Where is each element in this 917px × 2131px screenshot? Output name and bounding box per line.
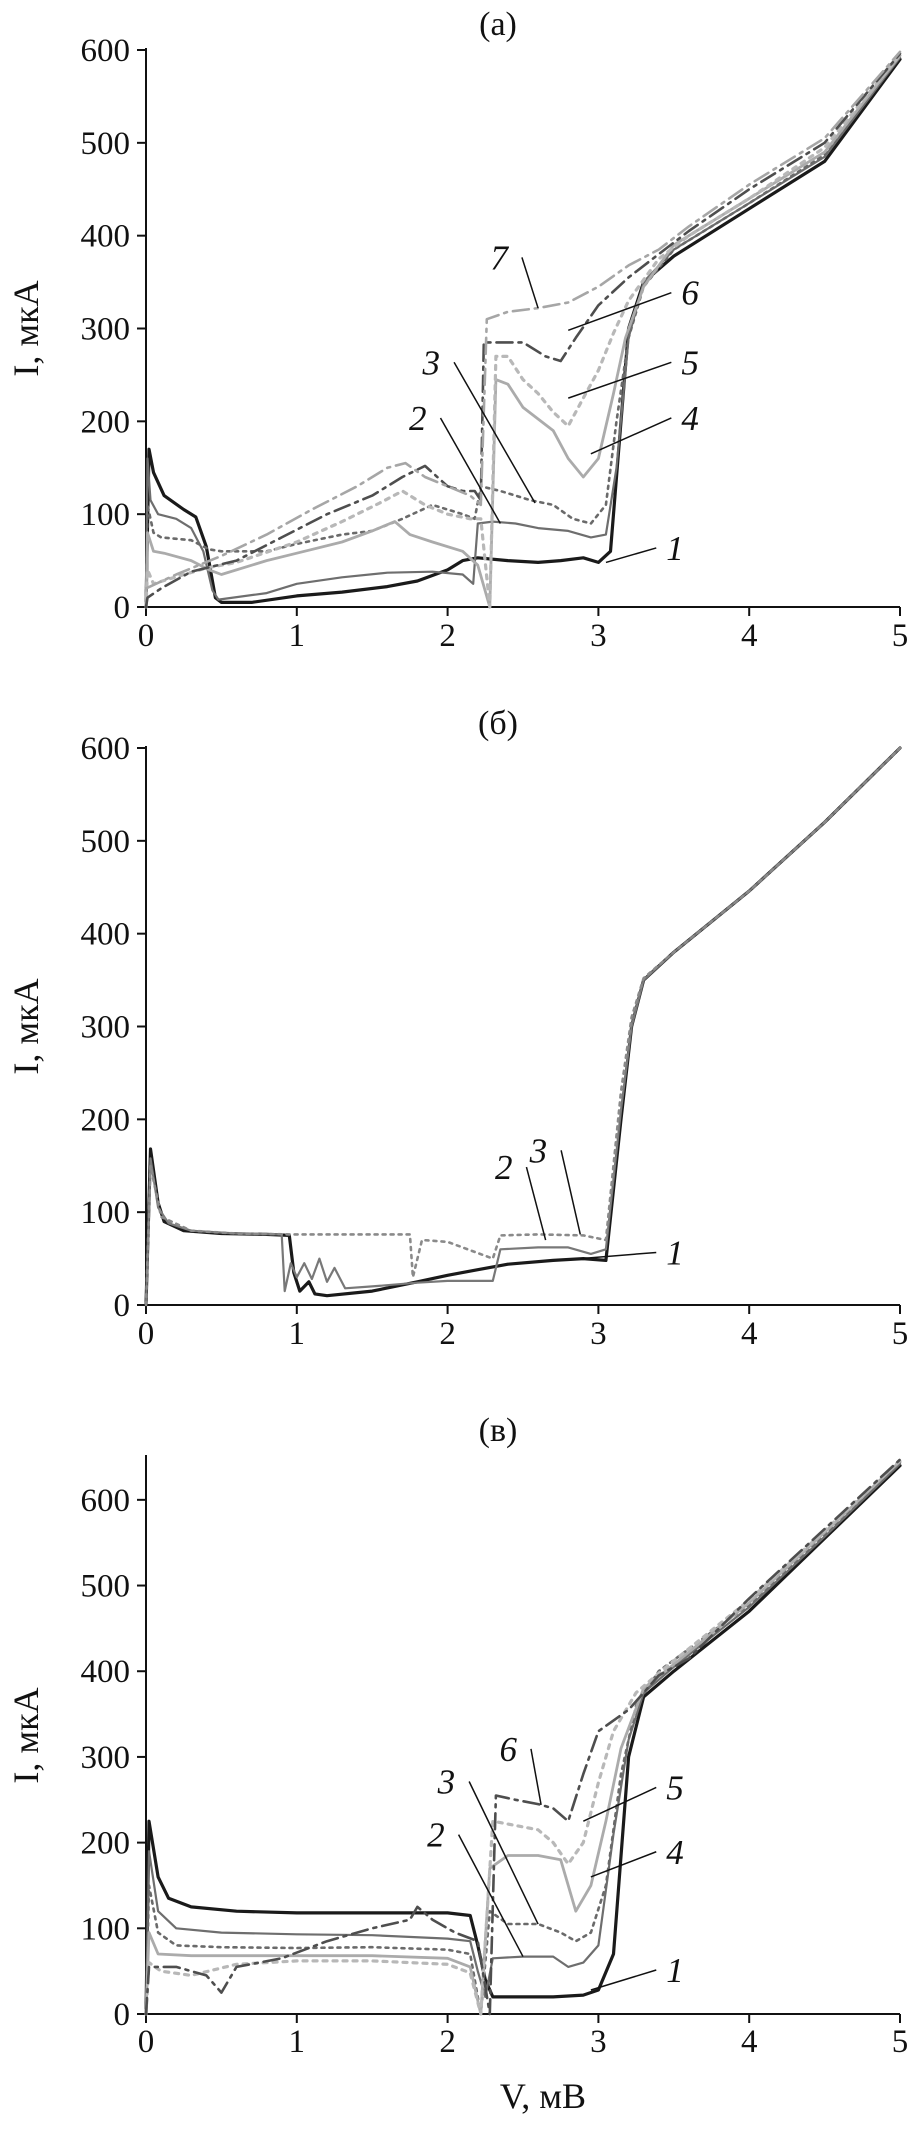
callout-label: 5 bbox=[681, 343, 699, 382]
y-tick-label: 500 bbox=[81, 1569, 131, 1605]
callout-label: 4 bbox=[681, 399, 699, 438]
chart-panel-3: (в) 0 100 200 300 400 500 600 0 1 2 3 4 5 I, мкА V, мВ 1… bbox=[6, 1412, 908, 2116]
series-line-6 bbox=[144, 1458, 902, 2016]
x-tick-label: 1 bbox=[289, 618, 306, 654]
y-tick-label: 100 bbox=[81, 1195, 131, 1231]
y-tick-label: 200 bbox=[81, 404, 131, 440]
y-tick-label: 400 bbox=[81, 1654, 131, 1690]
y-tick-label: 300 bbox=[81, 1010, 131, 1046]
x-tick-label: 4 bbox=[741, 2024, 758, 2060]
series-line-2 bbox=[144, 746, 902, 1307]
callout-label: 2 bbox=[409, 399, 427, 438]
y-tick-label: 500 bbox=[81, 126, 131, 162]
y-axis-label: I, мкА bbox=[6, 280, 46, 376]
y-tick-label: 600 bbox=[81, 33, 131, 69]
callout-label: 6 bbox=[681, 274, 699, 313]
x-tick-label: 0 bbox=[138, 2024, 155, 2060]
x-tick-label: 2 bbox=[439, 1316, 456, 1352]
x-tick-label: 3 bbox=[590, 618, 607, 654]
y-tick-label: 200 bbox=[81, 1826, 131, 1862]
callout-label: 5 bbox=[666, 1768, 684, 1807]
callout-label: 2 bbox=[427, 1816, 445, 1855]
y-tick-label: 300 bbox=[81, 1740, 131, 1776]
series-line-3 bbox=[144, 55, 902, 609]
callout-leader bbox=[560, 1150, 582, 1235]
callout-label: 1 bbox=[666, 1951, 684, 1990]
x-tick-label: 0 bbox=[138, 1316, 155, 1352]
x-tick-label: 3 bbox=[590, 1316, 607, 1352]
panel-label: (в) bbox=[479, 1412, 518, 1449]
y-tick-label: 200 bbox=[81, 1102, 131, 1138]
series-line-5 bbox=[144, 1458, 902, 2016]
callout-leader bbox=[468, 1781, 539, 1925]
callout-leader bbox=[590, 1969, 657, 1991]
series-line-3 bbox=[144, 1460, 902, 2016]
y-axis-label: I, мкА bbox=[6, 978, 46, 1074]
callout-leader bbox=[521, 257, 539, 309]
series-line-4 bbox=[144, 1459, 902, 2016]
callout-leader bbox=[525, 1166, 547, 1241]
series-line-1 bbox=[144, 746, 902, 1307]
y-axis-label: I, мкА bbox=[6, 1687, 46, 1783]
callout-leader bbox=[580, 1251, 657, 1260]
y-tick-label: 600 bbox=[81, 731, 131, 767]
callout-label: 1 bbox=[666, 529, 684, 568]
y-tick-label: 500 bbox=[81, 824, 131, 860]
y-tick-label: 400 bbox=[81, 917, 131, 953]
x-tick-label: 5 bbox=[892, 618, 909, 654]
callout-leader bbox=[590, 1851, 657, 1878]
callout-leader bbox=[567, 361, 672, 399]
panel-label: (а) bbox=[479, 6, 517, 43]
y-tick-label: 400 bbox=[81, 219, 131, 255]
callout-label: 3 bbox=[422, 343, 441, 382]
chart-panel-1: (а) 0 100 200 300 400 500 600 0 1 2 3 4 5 I, мкА 1 2 3 4 5 6… bbox=[6, 6, 908, 654]
callout-leader bbox=[567, 291, 672, 332]
y-tick-label: 0 bbox=[114, 1288, 131, 1324]
callout-label: 4 bbox=[666, 1833, 684, 1872]
callout-leader bbox=[605, 547, 657, 564]
y-tick-label: 0 bbox=[114, 1997, 131, 2033]
callout-leader bbox=[439, 417, 502, 524]
x-tick-label: 4 bbox=[741, 618, 758, 654]
x-tick-label: 5 bbox=[892, 1316, 909, 1352]
y-tick-label: 100 bbox=[81, 1911, 131, 1947]
callout-leader bbox=[590, 417, 672, 455]
callout-label: 3 bbox=[437, 1762, 456, 1801]
series-line-7 bbox=[144, 50, 902, 590]
panel-label: (б) bbox=[478, 705, 518, 742]
x-axis-label: V, мВ bbox=[500, 2076, 586, 2116]
callout-label: 6 bbox=[499, 1730, 517, 1769]
callout-label: 7 bbox=[490, 238, 509, 277]
x-tick-label: 2 bbox=[439, 2024, 456, 2060]
series-line-3 bbox=[144, 746, 902, 1307]
x-tick-label: 1 bbox=[289, 1316, 306, 1352]
series-line-5 bbox=[144, 53, 902, 609]
y-tick-label: 600 bbox=[81, 1483, 131, 1519]
callout-label: 3 bbox=[529, 1131, 548, 1170]
y-tick-label: 0 bbox=[114, 590, 131, 626]
x-tick-label: 2 bbox=[439, 618, 456, 654]
x-tick-label: 0 bbox=[138, 618, 155, 654]
y-tick-label: 300 bbox=[81, 312, 131, 348]
x-tick-label: 5 bbox=[892, 2024, 909, 2060]
series-line-2 bbox=[144, 56, 902, 609]
y-tick-label: 100 bbox=[81, 497, 131, 533]
callout-label: 1 bbox=[666, 1233, 684, 1272]
series-line-1 bbox=[144, 1464, 902, 2016]
callout-leader bbox=[453, 361, 536, 504]
callout-leader bbox=[457, 1834, 524, 1957]
callout-leader bbox=[583, 1786, 657, 1822]
x-tick-label: 1 bbox=[289, 2024, 306, 2060]
x-tick-label: 3 bbox=[590, 2024, 607, 2060]
series-line-4 bbox=[144, 54, 902, 609]
series-line-2 bbox=[144, 1462, 902, 2016]
callout-leader bbox=[530, 1748, 542, 1806]
x-tick-label: 4 bbox=[741, 1316, 758, 1352]
callout-label: 2 bbox=[495, 1148, 513, 1187]
series-line-6 bbox=[144, 52, 902, 609]
